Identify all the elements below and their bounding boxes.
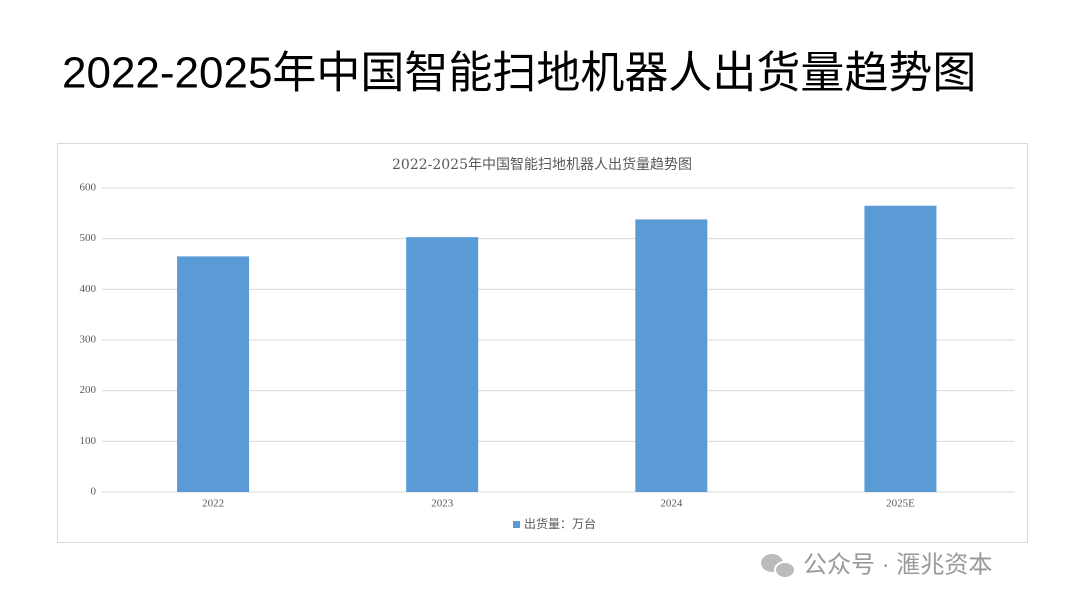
legend-swatch — [513, 521, 520, 528]
y-tick-label: 200 — [80, 384, 97, 396]
y-tick-label: 400 — [80, 283, 97, 295]
y-tick-label: 300 — [80, 334, 97, 346]
y-tick-label: 100 — [80, 435, 97, 447]
chart-title: 2022-2025年中国智能扫地机器人出货量趋势图 — [392, 156, 692, 173]
bar — [406, 237, 479, 492]
bar — [177, 256, 250, 492]
bar — [635, 219, 708, 492]
slide-title: 2022-2025年中国智能扫地机器人出货量趋势图 — [62, 49, 976, 98]
y-tick-label: 600 — [80, 182, 97, 194]
x-tick-label: 2022 — [202, 498, 224, 510]
x-tick-label: 2023 — [431, 498, 454, 510]
x-tick-label: 2025E — [886, 498, 915, 510]
bar — [864, 205, 937, 492]
watermark-icon — [761, 554, 796, 579]
y-tick-label: 0 — [91, 486, 97, 498]
watermark: 公众号 · 滙兆资本 — [803, 551, 992, 578]
x-tick-label: 2024 — [660, 498, 683, 510]
legend-label: 出货量：万台 — [524, 516, 596, 531]
y-tick-label: 500 — [80, 232, 97, 244]
